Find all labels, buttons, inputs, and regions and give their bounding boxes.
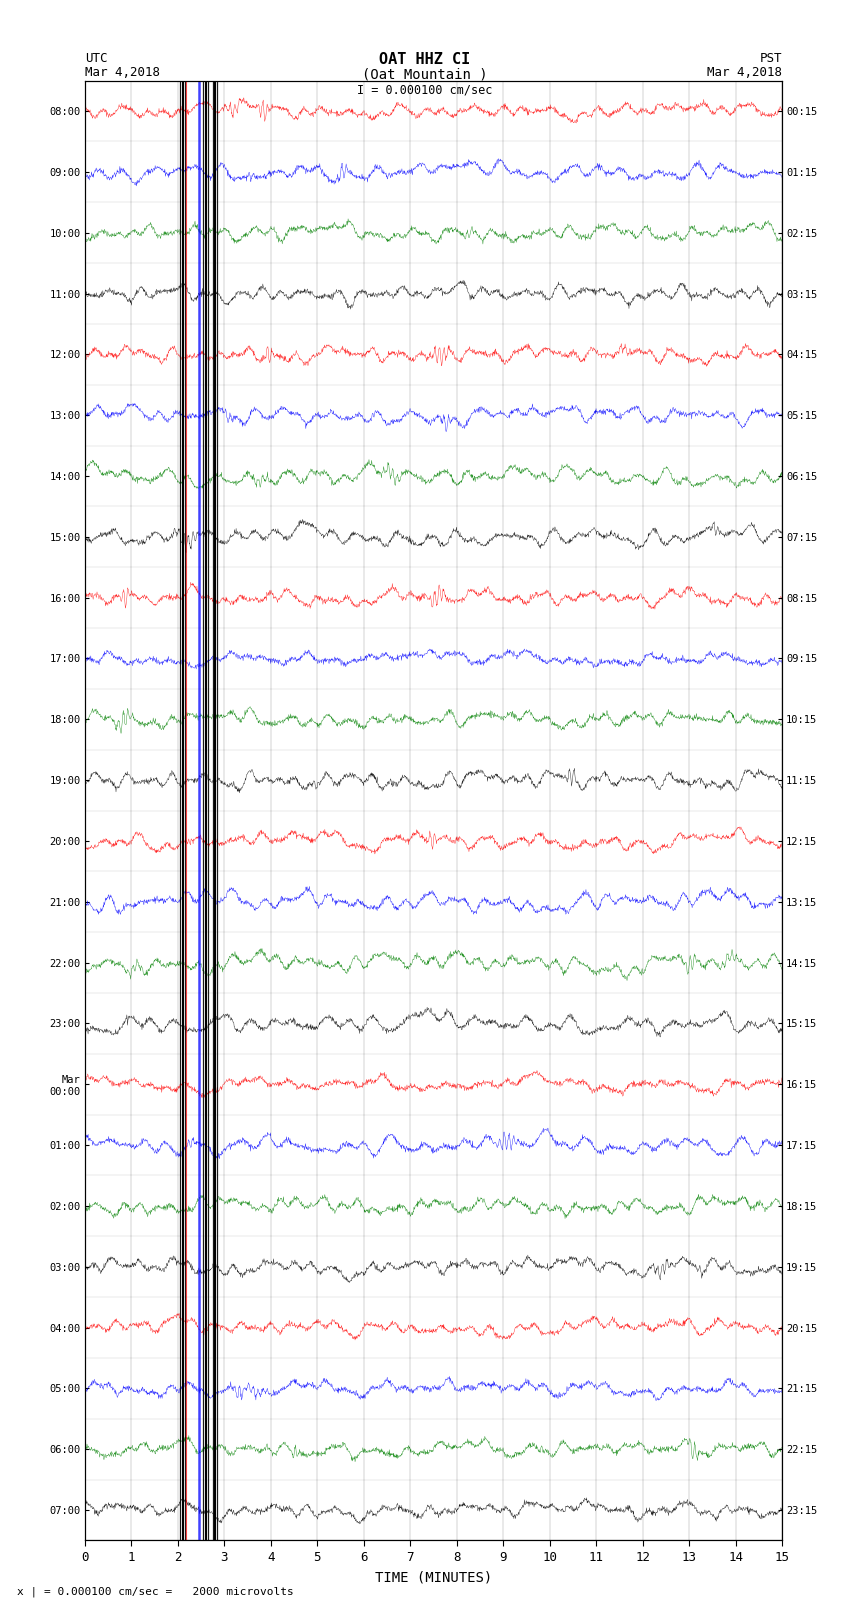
Text: UTC: UTC	[85, 52, 107, 65]
Text: Mar 4,2018: Mar 4,2018	[707, 66, 782, 79]
X-axis label: TIME (MINUTES): TIME (MINUTES)	[375, 1571, 492, 1586]
Text: Mar 4,2018: Mar 4,2018	[85, 66, 160, 79]
Text: x | = 0.000100 cm/sec =   2000 microvolts: x | = 0.000100 cm/sec = 2000 microvolts	[17, 1586, 294, 1597]
Text: (Oat Mountain ): (Oat Mountain )	[362, 68, 488, 82]
Text: I = 0.000100 cm/sec: I = 0.000100 cm/sec	[357, 84, 493, 97]
Text: OAT HHZ CI: OAT HHZ CI	[379, 52, 471, 66]
Text: PST: PST	[760, 52, 782, 65]
